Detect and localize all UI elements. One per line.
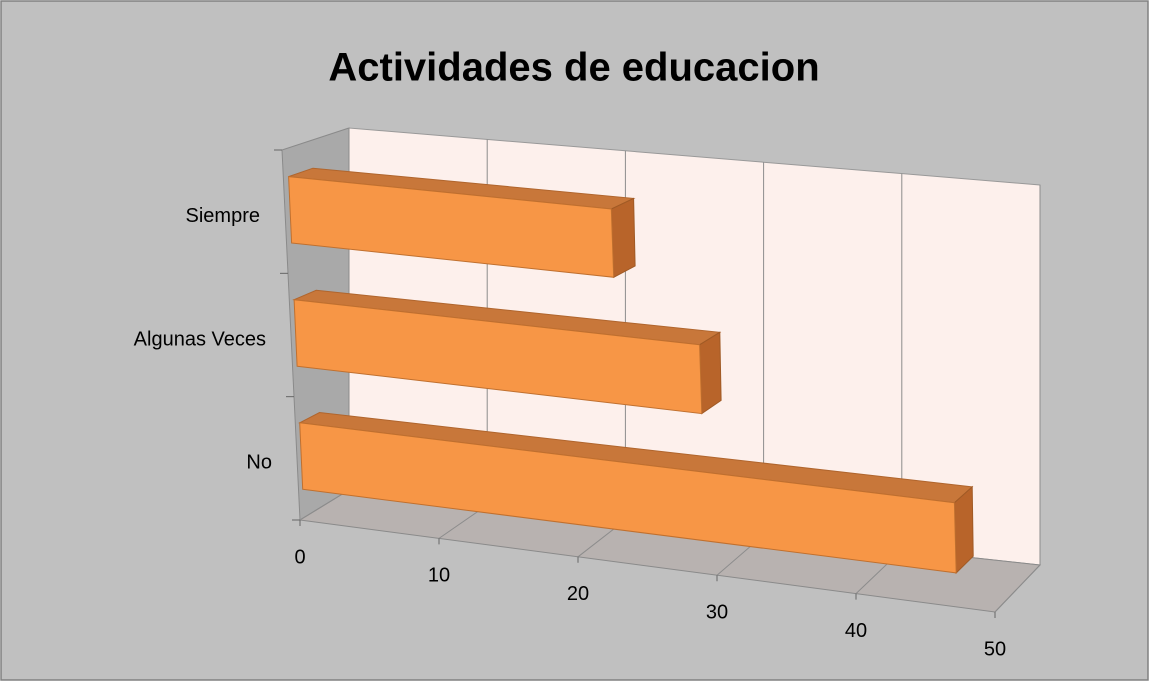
bar [288,167,636,279]
bar-front [288,176,615,278]
y-tick-label: Algunas Veces [134,328,266,350]
x-tick-label: 30 [706,601,728,623]
bar-front [299,422,957,574]
y-tick-label: Siempre [186,205,260,227]
x-tick-label: 10 [428,565,450,587]
chart-title: Actividades de educacion [328,46,819,90]
bar [292,289,722,415]
bar [298,411,974,575]
x-tick-label: 20 [567,583,589,605]
x-tick-label: 0 [294,546,305,568]
y-tick-label: No [246,452,272,474]
floor-grid-line [299,489,350,521]
x-tick-label: 50 [984,638,1006,660]
floor-grid-line [994,564,1041,613]
bar-end [610,197,636,279]
bar-end [699,331,722,415]
x-tick-label: 40 [845,620,867,642]
bar-front [293,299,703,415]
